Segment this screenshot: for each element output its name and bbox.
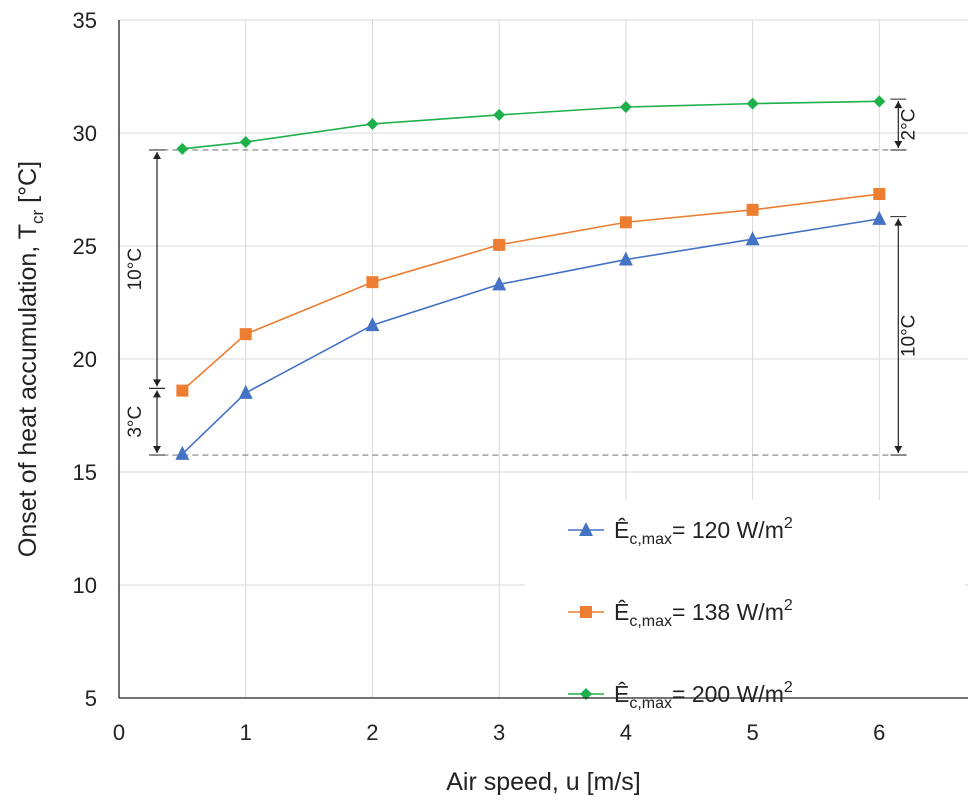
legend-value: = 138 W/m [672, 599, 784, 625]
square-marker [746, 203, 759, 216]
diamond-marker [873, 95, 886, 108]
series-line [181, 218, 880, 455]
square-marker [619, 216, 632, 229]
triangle-marker [745, 231, 760, 246]
triangle-marker [872, 210, 887, 225]
x-tick-label: 4 [620, 720, 632, 745]
y-tick-label: 5 [85, 686, 97, 711]
arrow-head [153, 379, 162, 387]
triangle-marker [618, 251, 633, 266]
y-tick-label: 20 [73, 347, 97, 372]
triangle-marker [175, 445, 190, 460]
legend-subscript: c,max [629, 531, 672, 548]
dimension-annotation: 10°C [125, 149, 166, 389]
legend-entry-2: Êc,max= 138 W/m2 [568, 597, 793, 630]
square-marker [580, 606, 592, 618]
triangle-marker [365, 317, 380, 332]
legend-symbol: Ê [614, 517, 629, 543]
x-tick-label: 5 [746, 720, 758, 745]
legend-superscript: 2 [784, 515, 793, 532]
y-tick-label: 15 [73, 460, 97, 485]
y-axis-title-sub: cr [28, 210, 47, 225]
diamond-marker [746, 97, 759, 110]
triangle-marker [492, 276, 507, 291]
legend-label: Êc,max= 120 W/m2 [614, 515, 793, 548]
x-tick-label: 6 [873, 720, 885, 745]
x-tick-label: 1 [240, 720, 252, 745]
diamond-marker [366, 117, 379, 130]
legend-symbol: Ê [614, 681, 629, 707]
dimension-label: 10°C [898, 315, 919, 357]
reference-lines [152, 149, 907, 456]
x-tick-label: 3 [493, 720, 505, 745]
square-marker [176, 384, 189, 397]
diamond-marker [580, 688, 592, 700]
legend-background [525, 500, 965, 702]
series-line [182, 100, 880, 150]
x-tick-label: 2 [366, 720, 378, 745]
arrow-head [894, 446, 903, 454]
dimension-annotation: 2°C [890, 98, 919, 151]
y-axis-title: Onset of heat accumulation, Tcr [°C] [14, 161, 47, 557]
arrow-head [894, 218, 903, 226]
arrow-head [153, 390, 162, 398]
x-axis-title: Air speed, u [m/s] [446, 768, 641, 796]
legend-subscript: c,max [629, 695, 672, 712]
square-marker [366, 276, 379, 289]
legend-entry-1: Êc,max= 120 W/m2 [568, 515, 793, 548]
dimension-annotation: 3°C [125, 387, 166, 456]
x-tick-label: 0 [113, 720, 125, 745]
legend-value: = 120 W/m [672, 517, 784, 543]
diamond-marker [176, 142, 189, 155]
series-line [181, 193, 880, 392]
arrow-head [894, 140, 903, 148]
arrow-head [153, 151, 162, 159]
legend-label: Êc,max= 138 W/m2 [614, 597, 793, 630]
y-tick-label: 35 [73, 8, 97, 33]
diamond-marker [493, 108, 506, 121]
series-1 [175, 210, 887, 460]
legend-value: = 200 W/m [672, 681, 784, 707]
dimension-label: 10°C [125, 248, 146, 290]
legend-entry-3: Êc,max= 200 W/m2 [568, 679, 793, 712]
dimension-label: 3°C [125, 406, 146, 438]
y-tick-label: 30 [73, 121, 97, 146]
legend-subscript: c,max [629, 613, 672, 630]
dimension-annotation: 10°C [890, 216, 919, 456]
legend-label: Êc,max= 200 W/m2 [614, 679, 793, 712]
legend-superscript: 2 [784, 679, 793, 696]
series-layer [175, 95, 887, 460]
triangle-marker [579, 522, 593, 536]
dimension-label: 2°C [898, 109, 919, 141]
diamond-marker [239, 136, 252, 149]
series-2 [176, 188, 886, 397]
y-axis-title-main: Onset of heat accumulation, T [14, 224, 42, 557]
axes: 5 10 15 20 25 30 35 0 1 2 3 4 5 6 Air speed, u [m/s] On… [14, 8, 968, 796]
y-tick-label: 25 [73, 234, 97, 259]
annotations: 10°C 3°C 2°C 10°C [125, 98, 919, 456]
y-axis-title-unit: [°C] [14, 161, 42, 210]
arrow-head [894, 101, 903, 109]
triangle-marker [238, 384, 253, 399]
arrow-head [153, 446, 162, 454]
y-tick-label: 10 [73, 573, 97, 598]
diamond-marker [619, 101, 632, 114]
legend-superscript: 2 [784, 597, 793, 614]
square-marker [239, 328, 252, 341]
square-marker [493, 238, 506, 251]
square-marker [873, 188, 886, 201]
series-3 [176, 95, 886, 155]
legend-symbol: Ê [614, 599, 629, 625]
